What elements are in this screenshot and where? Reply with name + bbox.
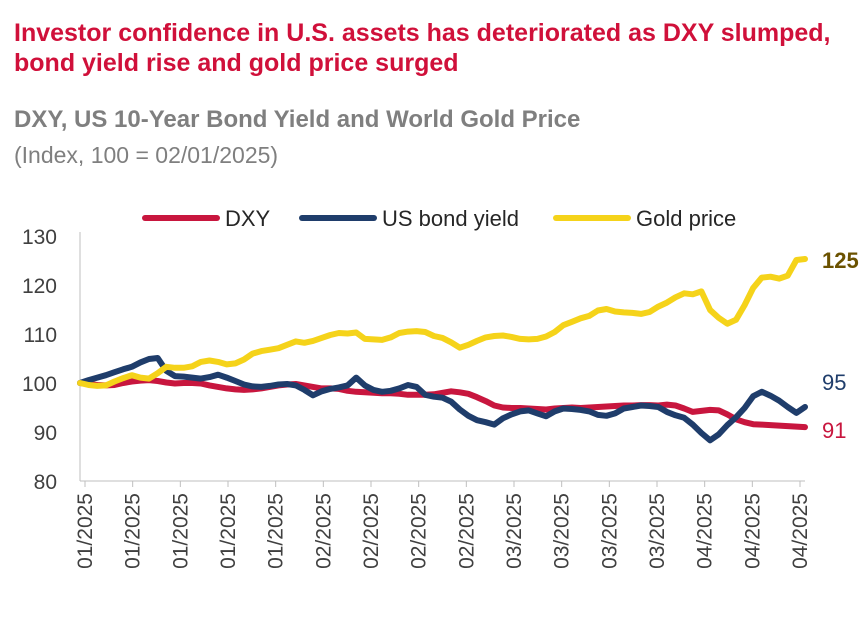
x-tick-label: 03/2025 (646, 493, 669, 569)
plot-area (77, 256, 808, 444)
x-tick-label: 02/2025 (360, 493, 383, 569)
x-axis: 01/2025 01/2025 01/2025 01/2025 01/2025 02/20… (74, 480, 812, 569)
x-tick-label: 02/2025 (408, 493, 431, 569)
x-tick-label: 04/2025 (789, 493, 812, 569)
legend-label: US bond yield (382, 206, 519, 231)
legend: DXY US bond yield Gold price (142, 206, 736, 231)
y-tick-label: 100 (22, 373, 57, 396)
x-tick-label: 01/2025 (74, 493, 97, 569)
end-label-us-bond-yield: 95 (822, 370, 846, 395)
headline: Investor confidence in U.S. assets has d… (14, 19, 831, 77)
y-axis: 80 90 100 110 120 130 (22, 226, 81, 494)
end-label-dxy: 91 (822, 418, 846, 443)
x-tick-label: 01/2025 (265, 493, 288, 569)
x-tick-label: 01/2025 (217, 493, 240, 569)
series-line-us-bond-yield (77, 355, 808, 444)
x-tick-label: 02/2025 (455, 493, 478, 569)
x-tick-label: 01/2025 (169, 493, 192, 569)
x-tick-label: 01/2025 (122, 493, 145, 569)
x-tick-label: 02/2025 (312, 493, 335, 569)
chart-title: DXY, US 10-Year Bond Yield and World Gol… (14, 106, 581, 133)
legend-label: DXY (225, 206, 271, 231)
y-tick-label: 90 (34, 422, 57, 445)
y-tick-label: 80 (34, 471, 57, 494)
x-tick-label: 03/2025 (598, 493, 621, 569)
chart-unit: (Index, 100 = 02/01/2025) (14, 142, 279, 168)
x-tick-label: 03/2025 (551, 493, 574, 569)
x-tick-label: 04/2025 (741, 493, 764, 569)
y-tick-label: 120 (22, 275, 57, 298)
series-line-gold-price (77, 256, 808, 389)
x-tick-label: 03/2025 (503, 493, 526, 569)
end-labels: 91 95 125 (822, 248, 859, 443)
legend-label: Gold price (636, 206, 736, 231)
y-tick-label: 130 (22, 226, 57, 249)
y-tick-label: 110 (24, 324, 57, 347)
x-tick-label: 04/2025 (694, 493, 717, 569)
series-line-dxy (77, 377, 808, 431)
end-label-gold-price: 125 (822, 248, 859, 273)
